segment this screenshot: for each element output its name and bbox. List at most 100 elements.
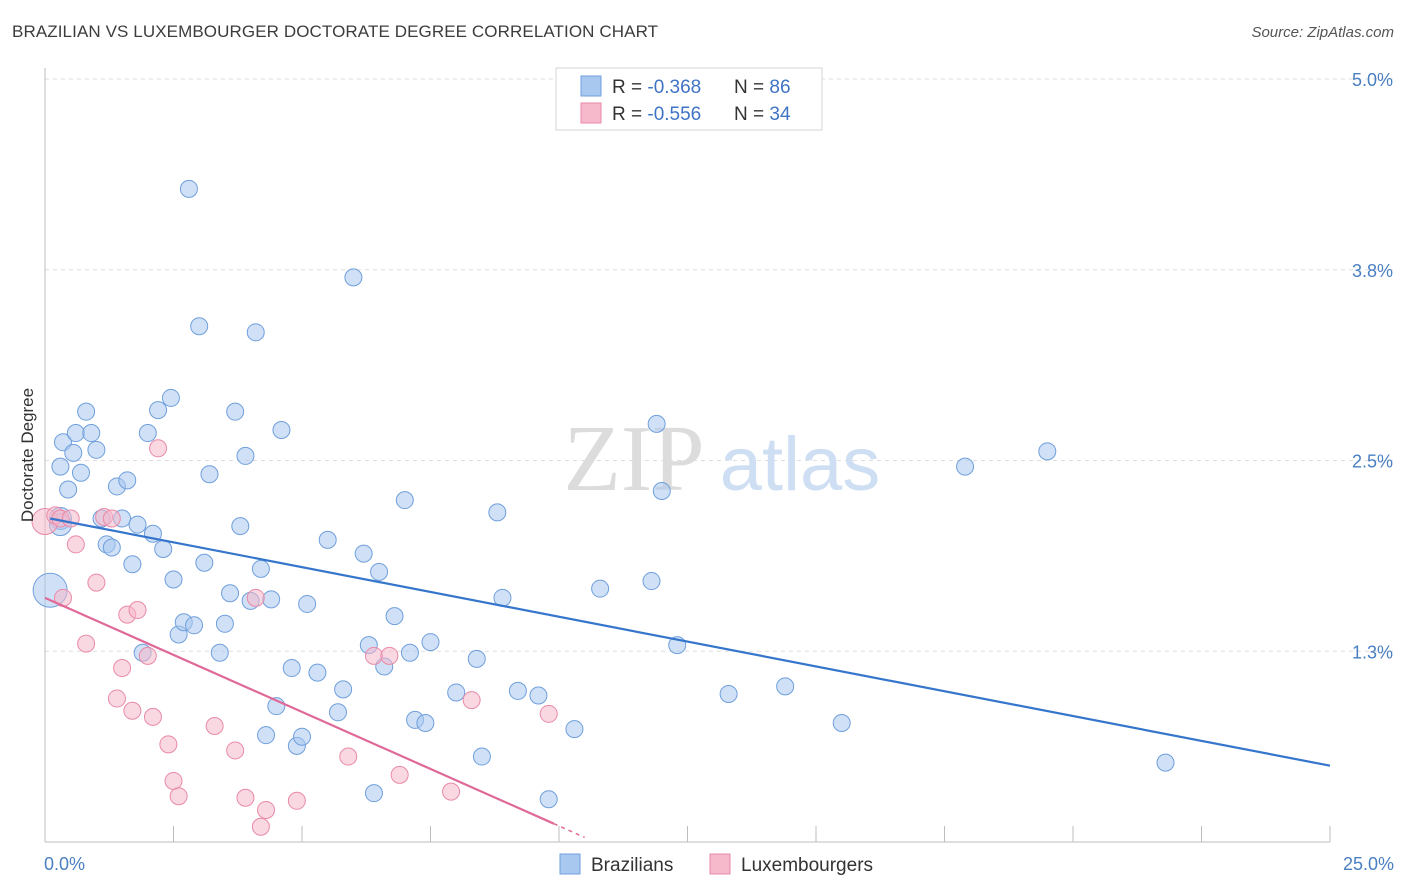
point-brazilians [467,649,486,668]
point-luxembourgers [138,646,157,665]
point-brazilians [128,515,147,534]
point-brazilians [508,681,527,700]
legend-r-value-2: -0.556 [647,104,701,125]
watermark-zip: ZIP [564,407,705,511]
point-brazilians [344,268,363,287]
svg-text:N = 34: N = 34 [734,104,791,125]
point-brazilians [185,616,204,635]
point-luxembourgers [226,741,245,760]
point-brazilians [647,414,666,433]
y-tick-label: 3.8% [1352,261,1393,281]
point-brazilians [421,633,440,652]
point-brazilians [832,713,851,732]
point-brazilians [236,446,255,465]
point-brazilians [776,677,795,696]
y-axis-label: Doctorate Degree [18,388,37,522]
point-brazilians [308,663,327,682]
watermark-atlas: atlas [720,422,881,507]
point-brazilians [328,703,347,722]
point-brazilians [257,726,276,745]
point-luxembourgers [169,787,188,806]
trend-line-luxembourgers [44,596,555,825]
point-luxembourgers [113,659,132,678]
point-brazilians [642,572,661,591]
svg-text:R = -0.556: R = -0.556 [612,104,701,125]
tick-labels: 5.0% 3.8% 2.5% 1.3% 0.0% 25.0% [44,70,1394,874]
legend-n-value-1: 86 [769,77,790,98]
x-tick-label-min: 0.0% [44,854,85,874]
point-brazilians [488,503,507,522]
point-luxembourgers [77,634,96,653]
point-brazilians [318,530,337,549]
point-luxembourgers [107,689,126,708]
point-luxembourgers [364,646,383,665]
bottom-legend-brazilians: Brazilians [591,855,673,876]
point-luxembourgers [339,747,358,766]
source-label: Source: ZipAtlas.com [1251,24,1394,41]
point-luxembourgers [539,704,558,723]
point-brazilians [149,401,168,420]
point-brazilians [246,323,265,342]
point-brazilians [272,420,291,439]
grid-lines [45,78,1395,652]
legend-n-label-2: N = [734,104,769,125]
point-brazilians [221,584,240,603]
point-brazilians [82,424,101,443]
point-brazilians [190,317,209,336]
point-brazilians [364,784,383,803]
point-brazilians [102,538,121,557]
point-brazilians [565,720,584,739]
legend-swatch-brazilians [580,75,602,97]
point-brazilians [395,491,414,510]
chart-title: BRAZILIAN VS LUXEMBOURGER DOCTORATE DEGR… [12,22,659,41]
point-brazilians [1038,442,1057,461]
point-luxembourgers [123,701,142,720]
point-luxembourgers [149,439,168,458]
point-brazilians [447,683,466,702]
point-brazilians [251,559,270,578]
legend-swatch-luxembourgers [580,102,602,124]
point-luxembourgers [251,817,270,836]
point-brazilians [64,443,83,462]
point-brazilians [215,614,234,633]
point-luxembourgers [236,788,255,807]
point-brazilians [179,179,198,198]
point-brazilians [164,570,183,589]
legend-n-value-2: 34 [769,104,791,125]
point-brazilians [956,457,975,476]
point-brazilians [161,388,180,407]
point-luxembourgers [257,800,276,819]
point-brazilians [370,562,389,581]
point-brazilians [195,553,214,572]
bottom-legend-luxembourgers: Luxembourgers [741,855,873,876]
point-brazilians [472,747,491,766]
point-luxembourgers [143,707,162,726]
point-brazilians [154,540,173,559]
point-luxembourgers [164,771,183,790]
point-brazilians [282,659,301,678]
point-brazilians [719,684,738,703]
point-luxembourgers [205,717,224,736]
point-luxembourgers [66,535,85,554]
legend-top: R = -0.368 N = 86 R = -0.556 N = 34 [555,67,823,131]
point-brazilians [354,544,373,563]
x-tick-label-max: 25.0% [1343,854,1394,874]
points-layer [31,179,1175,836]
point-brazilians [77,402,96,421]
y-tick-label: 1.3% [1352,642,1393,662]
point-luxembourgers [390,765,409,784]
point-luxembourgers [128,601,147,620]
point-brazilians [123,555,142,574]
point-luxembourgers [462,691,481,710]
bottom-legend-swatch-luxembourgers [709,853,731,875]
point-brazilians [200,465,219,484]
point-brazilians [210,643,229,662]
point-brazilians [231,517,250,536]
point-brazilians [226,402,245,421]
svg-text:R = -0.368: R = -0.368 [612,77,701,98]
point-brazilians [400,643,419,662]
legend-r-label-1: R = [612,77,647,98]
point-brazilians [118,471,137,490]
point-brazilians [262,590,281,609]
